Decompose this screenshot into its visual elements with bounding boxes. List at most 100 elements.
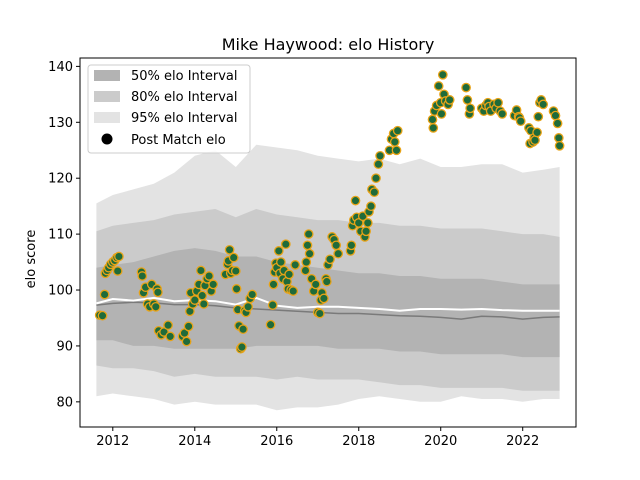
data-point bbox=[532, 127, 542, 138]
data-point bbox=[228, 252, 239, 263]
data-point bbox=[237, 342, 247, 352]
data-point bbox=[427, 114, 438, 125]
y-tick-label: 90 bbox=[56, 339, 73, 354]
data-point bbox=[302, 240, 313, 251]
data-point bbox=[137, 271, 148, 281]
chart-title: Mike Haywood: elo History bbox=[222, 35, 435, 54]
legend-marker-post-match bbox=[101, 133, 113, 145]
legend-label-50: 50% elo Interval bbox=[131, 69, 238, 84]
data-point bbox=[389, 137, 400, 147]
data-point bbox=[538, 99, 549, 110]
data-point bbox=[325, 254, 335, 265]
y-tick-label: 120 bbox=[48, 172, 73, 187]
data-point bbox=[433, 81, 444, 91]
data-point bbox=[333, 248, 344, 259]
data-point bbox=[197, 290, 208, 301]
data-point bbox=[314, 308, 325, 319]
data-point bbox=[196, 265, 206, 276]
data-point bbox=[150, 301, 161, 312]
plot-area bbox=[94, 69, 565, 411]
data-point bbox=[465, 103, 476, 114]
data-point bbox=[273, 246, 284, 256]
x-tick-label: 2022 bbox=[506, 434, 539, 449]
data-point bbox=[331, 240, 342, 251]
data-point bbox=[231, 284, 242, 294]
data-point bbox=[462, 95, 473, 105]
data-point bbox=[515, 116, 526, 127]
data-point bbox=[189, 295, 200, 305]
mean-line bbox=[96, 296, 560, 312]
median-line bbox=[96, 301, 560, 320]
data-point bbox=[265, 319, 276, 330]
y-tick-label: 80 bbox=[56, 395, 73, 410]
data-point bbox=[554, 140, 565, 151]
data-point bbox=[163, 320, 173, 331]
data-point bbox=[247, 289, 258, 300]
plot-frame bbox=[79, 57, 577, 428]
data-point bbox=[238, 324, 248, 335]
data-point bbox=[437, 69, 448, 80]
legend-label-post-match: Post Match elo bbox=[131, 133, 226, 148]
data-point bbox=[350, 195, 361, 206]
data-point bbox=[346, 240, 357, 251]
legend: 50% elo Interval 80% elo Interval 95% el… bbox=[87, 64, 251, 154]
data-point bbox=[198, 299, 209, 309]
data-point bbox=[288, 286, 299, 296]
data-point bbox=[208, 279, 219, 290]
data-point bbox=[366, 201, 376, 212]
data-point bbox=[276, 257, 286, 267]
data-point bbox=[373, 159, 384, 170]
data-point bbox=[243, 301, 253, 312]
x-tick-label: 2020 bbox=[424, 434, 457, 449]
legend-swatch-50 bbox=[94, 70, 120, 81]
y-axis-label: elo score bbox=[24, 230, 39, 289]
data-point bbox=[165, 331, 176, 342]
data-point bbox=[280, 239, 291, 250]
x-tick-label: 2014 bbox=[178, 434, 211, 449]
data-point bbox=[181, 336, 192, 347]
data-point bbox=[300, 265, 311, 276]
data-point bbox=[391, 145, 402, 156]
data-point bbox=[304, 248, 315, 259]
data-point bbox=[321, 276, 332, 287]
data-point bbox=[371, 173, 381, 184]
data-point bbox=[362, 218, 373, 228]
data-point bbox=[99, 289, 110, 300]
x-axis: 2012 2014 2016 2018 2020 2022 bbox=[96, 427, 539, 449]
data-point bbox=[319, 293, 329, 304]
data-point bbox=[552, 118, 563, 129]
legend-swatch-95 bbox=[94, 112, 120, 123]
data-point bbox=[461, 82, 471, 93]
x-tick-label: 2016 bbox=[260, 434, 293, 449]
data-point bbox=[114, 251, 124, 262]
data-point bbox=[375, 150, 385, 161]
data-point bbox=[153, 287, 163, 298]
post-match-points bbox=[94, 69, 565, 354]
data-point bbox=[230, 266, 241, 276]
y-tick-label: 140 bbox=[48, 60, 73, 75]
data-point bbox=[550, 110, 561, 121]
data-point bbox=[97, 310, 108, 321]
legend-label-95: 95% elo Interval bbox=[131, 111, 238, 126]
data-point bbox=[392, 125, 403, 136]
y-tick-label: 100 bbox=[48, 284, 73, 299]
data-point bbox=[493, 97, 503, 108]
y-axis: 80 90 100 110 120 130 140 bbox=[48, 60, 80, 410]
data-point bbox=[497, 109, 508, 119]
data-point bbox=[361, 226, 371, 237]
data-point bbox=[428, 123, 439, 133]
y-tick-label: 110 bbox=[48, 228, 73, 243]
data-point bbox=[268, 279, 279, 290]
legend-label-80: 80% elo Interval bbox=[131, 90, 238, 105]
data-point bbox=[301, 257, 312, 267]
data-point bbox=[533, 111, 544, 122]
data-point bbox=[310, 279, 321, 290]
data-point bbox=[290, 260, 301, 270]
data-point bbox=[204, 271, 214, 281]
data-point bbox=[224, 244, 235, 255]
legend-box bbox=[87, 64, 251, 154]
x-tick-label: 2018 bbox=[342, 434, 375, 449]
data-point bbox=[530, 135, 540, 146]
data-point bbox=[444, 95, 455, 105]
